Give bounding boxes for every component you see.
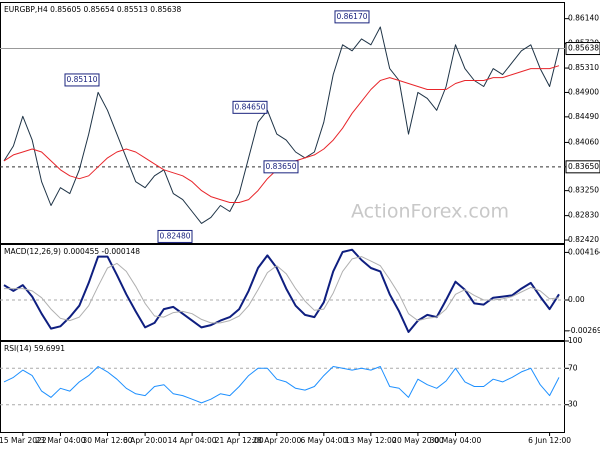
series-line (4, 256, 560, 324)
watermark: ActionForex.com (351, 201, 509, 223)
x-tick-label: 6 Apr 20:00 (123, 436, 167, 445)
annotation-label: 0.83650 (265, 162, 296, 171)
panel-title: RSI(14) 59.6991 (4, 344, 65, 353)
x-tick-label: 13 May 12:00 (345, 436, 397, 445)
y-tick-label: 0.00 (568, 295, 585, 304)
y-tick-label: 0.82830 (568, 211, 599, 220)
y-tick-label: 0.004164 (568, 247, 600, 256)
x-tick-label: 21 Apr 12:00 (215, 436, 264, 445)
y-tick-label: 0.84060 (568, 137, 599, 146)
x-tick-label: 20 May 20:00 (392, 436, 444, 445)
x-tick-label: 6 Jun 12:00 (528, 436, 571, 445)
y-tick-label: -0.002699 (568, 326, 600, 335)
panel-frame (0, 244, 565, 341)
panel-title: MACD(12,26,9) 0.000455 -0.000148 (4, 247, 140, 256)
y-tick-label: 0.84900 (568, 87, 599, 96)
y-tick-label: 30 (568, 400, 578, 409)
x-tick-label: 30 Mar 12:00 (82, 436, 132, 445)
level-label-box (565, 160, 600, 174)
annotation-box (232, 100, 268, 114)
annotation-label: 0.85110 (66, 75, 97, 84)
y-tick-label: 0.86140 (568, 14, 599, 23)
annotation-label: 0.82480 (159, 231, 190, 240)
annotation-box (334, 10, 370, 24)
series-line (3, 366, 560, 404)
series-line (3, 26, 560, 224)
y-tick-label: 0.83650 (568, 162, 599, 171)
annotation-label: 0.86170 (336, 12, 367, 21)
panel-frame (0, 341, 565, 433)
x-tick-label: 28 Apr 20:00 (252, 436, 301, 445)
series-line (3, 248, 560, 333)
x-tick-label: 15 Mar 2022 (0, 436, 47, 445)
panel-title: EURGBP,H4 0.85605 0.85654 0.85513 0.8563… (4, 5, 182, 14)
panel-frame (0, 2, 565, 244)
annotation-label: 0.84650 (234, 102, 265, 111)
x-tick-label: 14 Apr 04:00 (168, 436, 217, 445)
y-tick-label: 0.82420 (568, 235, 599, 244)
y-tick-label: 0.83250 (568, 186, 599, 195)
y-tick-label: 0.84490 (568, 112, 599, 121)
annotation-box (64, 73, 100, 87)
y-tick-label: 70 (568, 363, 578, 372)
y-tick-label: 0.85310 (568, 63, 599, 72)
x-tick-label: 30 May 04:00 (430, 436, 482, 445)
annotation-box (157, 229, 193, 243)
last-price-label: 0.85638 (568, 44, 599, 53)
x-tick-label: 6 May 04:00 (300, 436, 347, 445)
annotation-box (263, 160, 299, 174)
x-tick-label: 23 Mar 04:00 (35, 436, 85, 445)
y-tick-label: 100 (568, 336, 583, 345)
last-price-box (565, 42, 600, 56)
